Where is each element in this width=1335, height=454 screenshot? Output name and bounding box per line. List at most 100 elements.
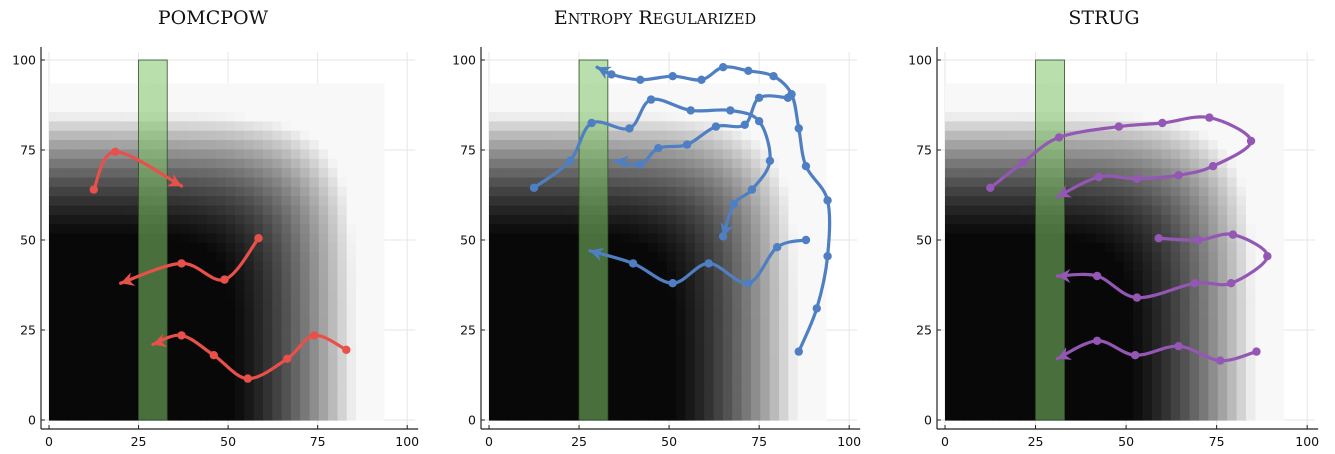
- heatmap-cell: [1020, 410, 1031, 421]
- heatmap-cell: [535, 345, 546, 356]
- heatmap-cell: [309, 214, 320, 225]
- heatmap-cell: [1227, 204, 1238, 215]
- heatmap-cell: [741, 373, 752, 384]
- heatmap-cell: [489, 223, 499, 234]
- heatmap-cell: [722, 92, 733, 103]
- heatmap-cell: [86, 345, 97, 356]
- heatmap-cell: [563, 401, 574, 412]
- heatmap-cell: [328, 307, 339, 318]
- heatmap-cell: [365, 345, 376, 356]
- heatmap-cell: [741, 92, 752, 103]
- heatmap-cell: [1020, 307, 1031, 318]
- heatmap-cell: [517, 279, 528, 290]
- heatmap-cell: [104, 139, 115, 150]
- heatmap-cell: [507, 102, 518, 113]
- heatmap-cell: [507, 401, 518, 412]
- heatmap-cell: [216, 279, 227, 290]
- heatmap-cell: [67, 204, 78, 215]
- heatmap-cell: [1217, 111, 1228, 122]
- heatmap-cell: [507, 83, 518, 94]
- heatmap-cell: [1114, 176, 1125, 187]
- heatmap-cell: [779, 261, 789, 271]
- heatmap-cell: [816, 335, 827, 346]
- heatmap-cell: [1274, 261, 1285, 271]
- heatmap-cell: [750, 382, 761, 393]
- heatmap-cell: [95, 214, 106, 225]
- heatmap-cell: [1170, 120, 1181, 131]
- heatmap-cell: [318, 167, 329, 178]
- heatmap-cell: [300, 401, 311, 412]
- heatmap-cell: [1020, 167, 1031, 178]
- heatmap-cell: [95, 223, 106, 234]
- heatmap-cell: [1236, 186, 1247, 197]
- heatmap-cell: [262, 298, 273, 309]
- heatmap-cell: [1133, 401, 1144, 412]
- heatmap-cell: [992, 298, 1003, 309]
- heatmap-cell: [374, 148, 385, 159]
- heatmap-cell: [1227, 326, 1238, 337]
- heatmap-cell: [253, 186, 264, 197]
- heatmap-cell: [1114, 111, 1125, 122]
- heatmap-cell: [1217, 233, 1228, 243]
- heatmap-cell: [262, 354, 273, 365]
- heatmap-cell: [779, 401, 789, 412]
- heatmap-cell: [253, 176, 264, 187]
- heatmap-cell: [356, 251, 366, 262]
- heatmap-cell: [629, 363, 640, 374]
- heatmap-cell: [648, 158, 658, 169]
- heatmap-cell: [648, 176, 658, 187]
- heatmap-cell: [86, 242, 97, 253]
- trajectory-point: [529, 183, 539, 192]
- heatmap-cell: [1236, 354, 1247, 365]
- heatmap-cell: [945, 204, 956, 215]
- heatmap-cell: [1246, 195, 1257, 206]
- heatmap-cell: [945, 130, 956, 141]
- heatmap-cell: [281, 204, 292, 215]
- heatmap-cell: [337, 130, 348, 141]
- heatmap-cell: [694, 289, 705, 300]
- heatmap-cell: [619, 176, 630, 187]
- heatmap-cell: [676, 223, 687, 234]
- heatmap-cell: [517, 214, 528, 225]
- heatmap-cell: [1001, 391, 1012, 402]
- heatmap-cell: [1010, 83, 1021, 94]
- heatmap-cell: [1217, 176, 1228, 187]
- heatmap-cell: [235, 223, 245, 234]
- heatmap-cell: [517, 335, 528, 346]
- heatmap-cell: [1189, 363, 1200, 374]
- heatmap-cell: [992, 270, 1003, 281]
- heatmap-cell: [1010, 410, 1021, 421]
- heatmap-cell: [207, 317, 218, 328]
- heatmap-cell: [973, 345, 984, 356]
- heatmap-cell: [67, 102, 78, 113]
- heatmap-cell: [216, 204, 227, 215]
- heatmap-cell: [132, 214, 143, 225]
- heatmap-cell: [290, 111, 301, 122]
- heatmap-cell: [1010, 261, 1021, 271]
- heatmap-cell: [179, 307, 190, 318]
- heatmap-cell: [1161, 317, 1172, 328]
- heatmap-cell: [1189, 242, 1200, 253]
- heatmap-cell: [1208, 289, 1219, 300]
- heatmap-cell: [58, 326, 69, 337]
- heatmap-cell: [1133, 111, 1144, 122]
- heatmap-cell: [638, 204, 649, 215]
- heatmap-cell: [732, 139, 743, 150]
- trajectory-point: [1252, 347, 1261, 356]
- heatmap-cell: [1104, 326, 1115, 337]
- heatmap-cell: [666, 176, 677, 187]
- heatmap-cell: [281, 307, 292, 318]
- heatmap-cell: [676, 279, 687, 290]
- heatmap-cell: [1246, 354, 1257, 365]
- heatmap-cell: [694, 270, 705, 281]
- heatmap-cell: [1010, 382, 1021, 393]
- heatmap-cell: [797, 410, 808, 421]
- heatmap-cell: [816, 298, 827, 309]
- trajectory-point: [1018, 158, 1028, 167]
- heatmap-cell: [86, 111, 97, 122]
- heatmap-cell: [1198, 261, 1209, 271]
- heatmap-cell: [346, 410, 357, 421]
- heatmap-cell: [262, 251, 273, 262]
- heatmap-cell: [1104, 373, 1115, 384]
- heatmap-cell: [722, 251, 733, 262]
